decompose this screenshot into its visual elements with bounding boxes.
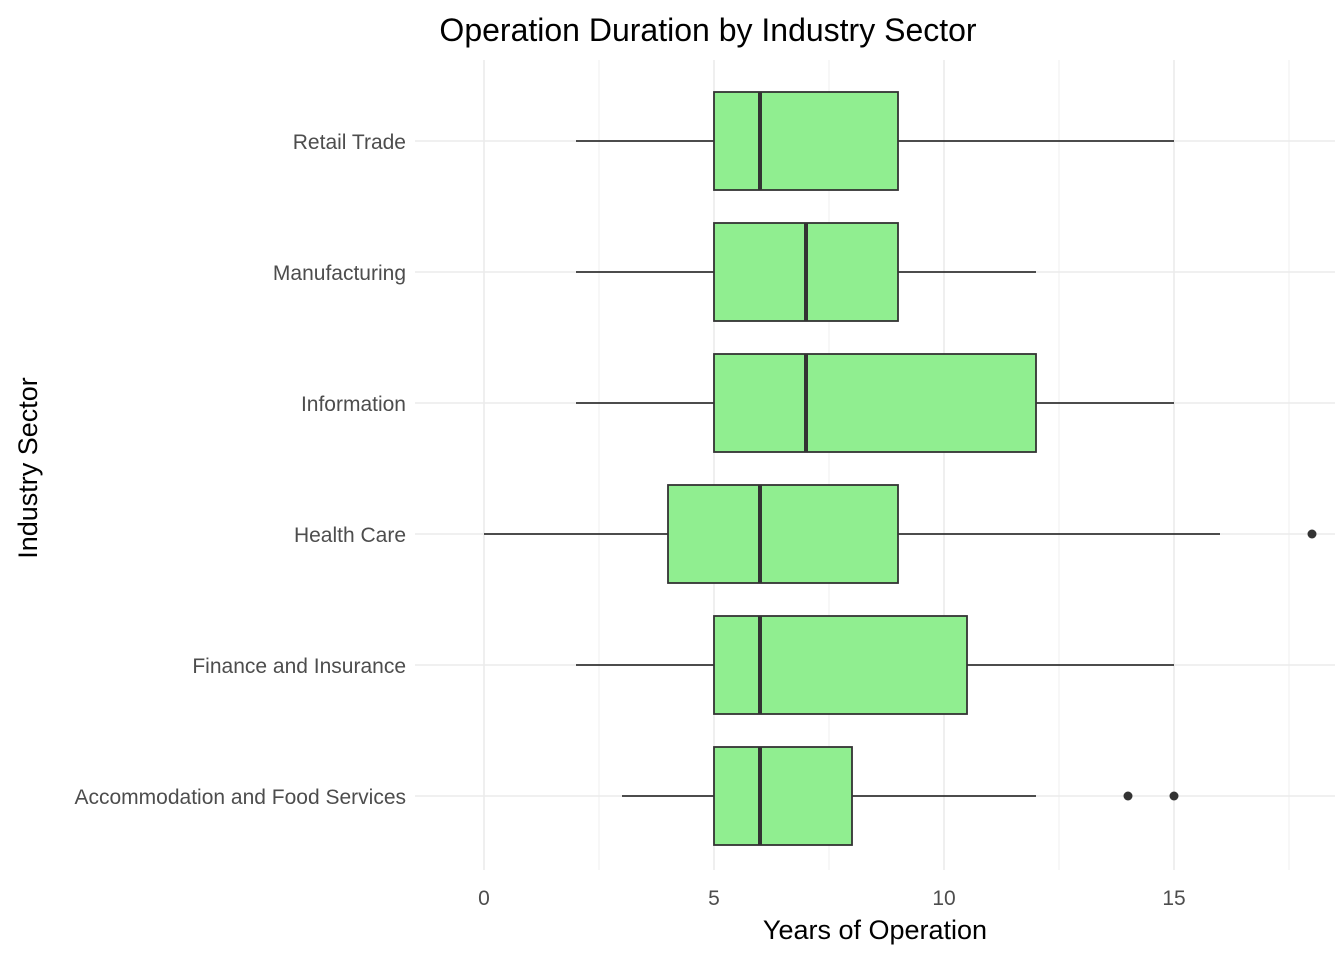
chart-title: Operation Duration by Industry Sector xyxy=(439,12,977,48)
outlier-point xyxy=(1123,791,1133,801)
box-group xyxy=(576,222,1036,322)
x-tick-label: 10 xyxy=(932,887,955,910)
outlier-point xyxy=(1307,529,1317,539)
x-tick-label: 15 xyxy=(1162,887,1185,910)
iqr-box xyxy=(667,484,899,584)
iqr-box xyxy=(713,91,899,191)
x-tick-label: 5 xyxy=(708,887,720,910)
y-tick-label: Retail Trade xyxy=(293,131,406,154)
iqr-box xyxy=(713,746,853,846)
iqr-box xyxy=(713,353,1037,453)
iqr-box xyxy=(713,615,968,715)
y-tick-label: Information xyxy=(301,393,406,416)
box-layer xyxy=(484,91,1317,846)
box-group xyxy=(484,484,1317,584)
x-axis-title: Years of Operation xyxy=(763,915,987,945)
y-tick-label: Finance and Insurance xyxy=(192,655,406,678)
box-group xyxy=(576,91,1174,191)
box-group xyxy=(576,615,1174,715)
y-tick-label: Manufacturing xyxy=(273,262,406,285)
box-group xyxy=(576,353,1174,453)
y-tick-labels: Accommodation and Food Services Finance a… xyxy=(75,131,407,809)
y-tick-label: Health Care xyxy=(294,524,406,547)
y-axis-title: Industry Sector xyxy=(13,377,43,559)
x-tick-labels: 0 5 10 15 xyxy=(478,887,1186,910)
x-tick-label: 0 xyxy=(478,887,490,910)
y-tick-label: Accommodation and Food Services xyxy=(75,786,407,809)
outlier-point xyxy=(1169,791,1179,801)
box-group xyxy=(622,746,1179,846)
